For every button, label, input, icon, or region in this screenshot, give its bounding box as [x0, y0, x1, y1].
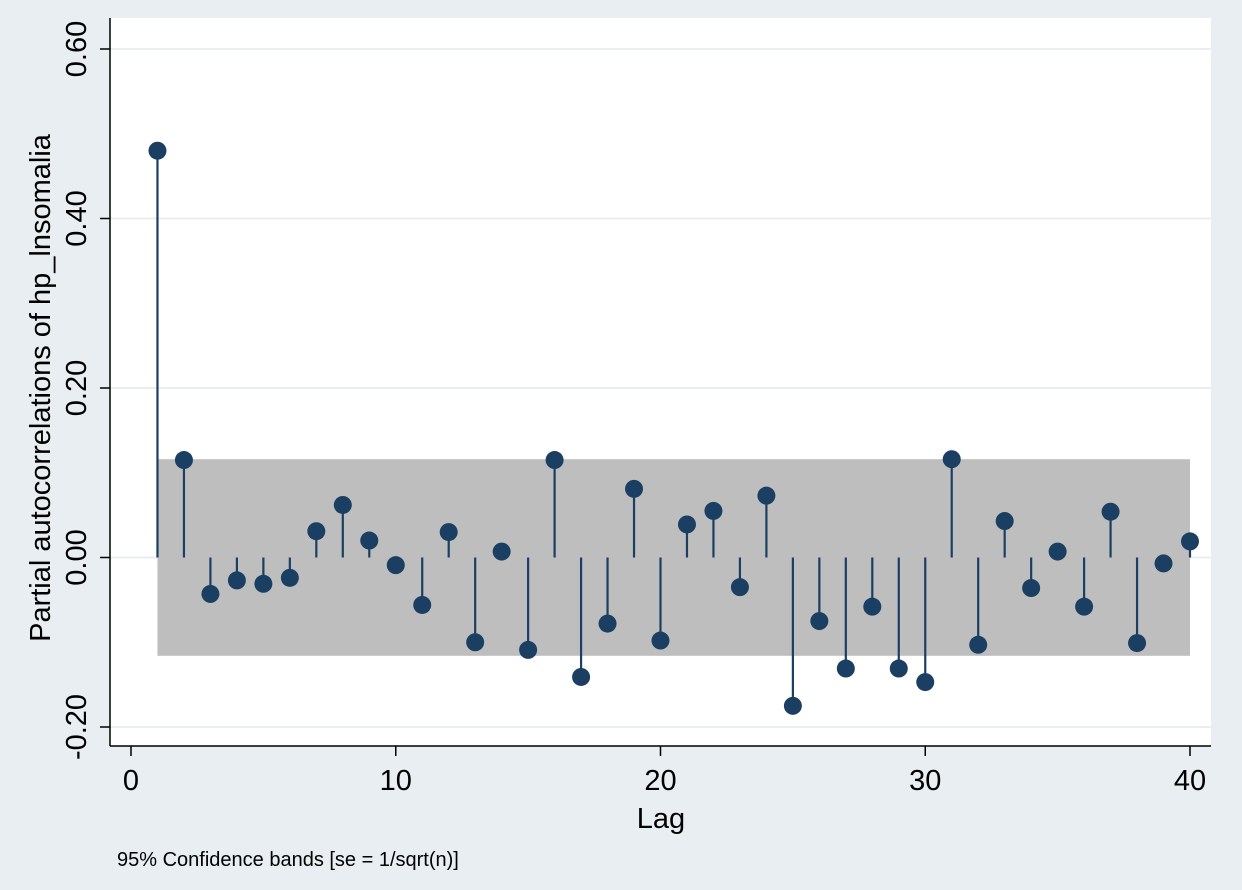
point-lag-37	[1101, 502, 1120, 521]
point-lag-36	[1075, 597, 1094, 616]
point-lag-35	[1048, 542, 1067, 561]
point-lag-16	[545, 451, 564, 470]
point-lag-24	[757, 486, 776, 505]
point-lag-30	[916, 673, 935, 692]
point-lag-7	[307, 522, 326, 541]
point-lag-12	[439, 523, 458, 542]
point-lag-40	[1181, 532, 1199, 551]
point-lag-26	[810, 612, 829, 631]
x-axis-ticks: 0 10 20 30 40	[123, 746, 1206, 797]
point-lag-4	[227, 571, 246, 590]
point-lag-17	[572, 667, 591, 686]
point-lag-3	[201, 584, 220, 603]
point-lag-2	[174, 451, 193, 470]
markers	[148, 141, 1199, 715]
point-lag-10	[386, 556, 405, 575]
y-tick-label: 0.40	[61, 190, 93, 246]
y-tick-label: 0.00	[61, 529, 93, 585]
point-lag-21	[677, 515, 696, 534]
point-lag-32	[969, 635, 988, 654]
point-lag-18	[598, 614, 617, 633]
point-lag-39	[1154, 554, 1173, 573]
confidence-band	[157, 459, 1191, 656]
point-lag-28	[863, 597, 882, 616]
confidence-band-note: 95% Confidence bands [se = 1/sqrt(n)]	[117, 849, 459, 871]
point-lag-29	[889, 659, 908, 678]
y-axis-ticks: -0.20 0.00 0.20 0.40 0.60	[61, 21, 110, 760]
y-axis-title: Partial autocorrelations of hp_lnsomalia	[25, 133, 57, 642]
y-tick-label: 0.20	[61, 360, 93, 416]
point-lag-33	[995, 512, 1014, 531]
point-lag-15	[519, 640, 538, 659]
point-lag-20	[651, 631, 670, 650]
point-lag-22	[704, 501, 723, 520]
point-lag-8	[333, 495, 352, 514]
x-tick-label: 0	[123, 765, 139, 797]
x-tick-label: 10	[380, 765, 412, 797]
x-tick-label: 40	[1174, 765, 1206, 797]
point-lag-11	[413, 595, 432, 614]
point-lag-13	[466, 633, 485, 652]
point-lag-19	[625, 479, 644, 498]
point-lag-34	[1022, 579, 1041, 598]
x-axis-title: Lag	[637, 803, 685, 835]
point-lag-27	[836, 659, 855, 678]
point-lag-25	[783, 696, 802, 715]
point-lag-9	[360, 531, 379, 550]
x-tick-label: 20	[644, 765, 676, 797]
point-lag-6	[280, 568, 299, 587]
point-lag-23	[730, 578, 749, 597]
point-lag-31	[942, 450, 961, 469]
y-tick-label: -0.20	[61, 694, 93, 760]
point-lag-5	[254, 574, 273, 593]
point-lag-14	[492, 542, 511, 561]
point-lag-1	[148, 141, 167, 160]
x-tick-label: 30	[909, 765, 941, 797]
y-tick-label: 0.60	[61, 21, 93, 77]
point-lag-38	[1128, 634, 1147, 653]
